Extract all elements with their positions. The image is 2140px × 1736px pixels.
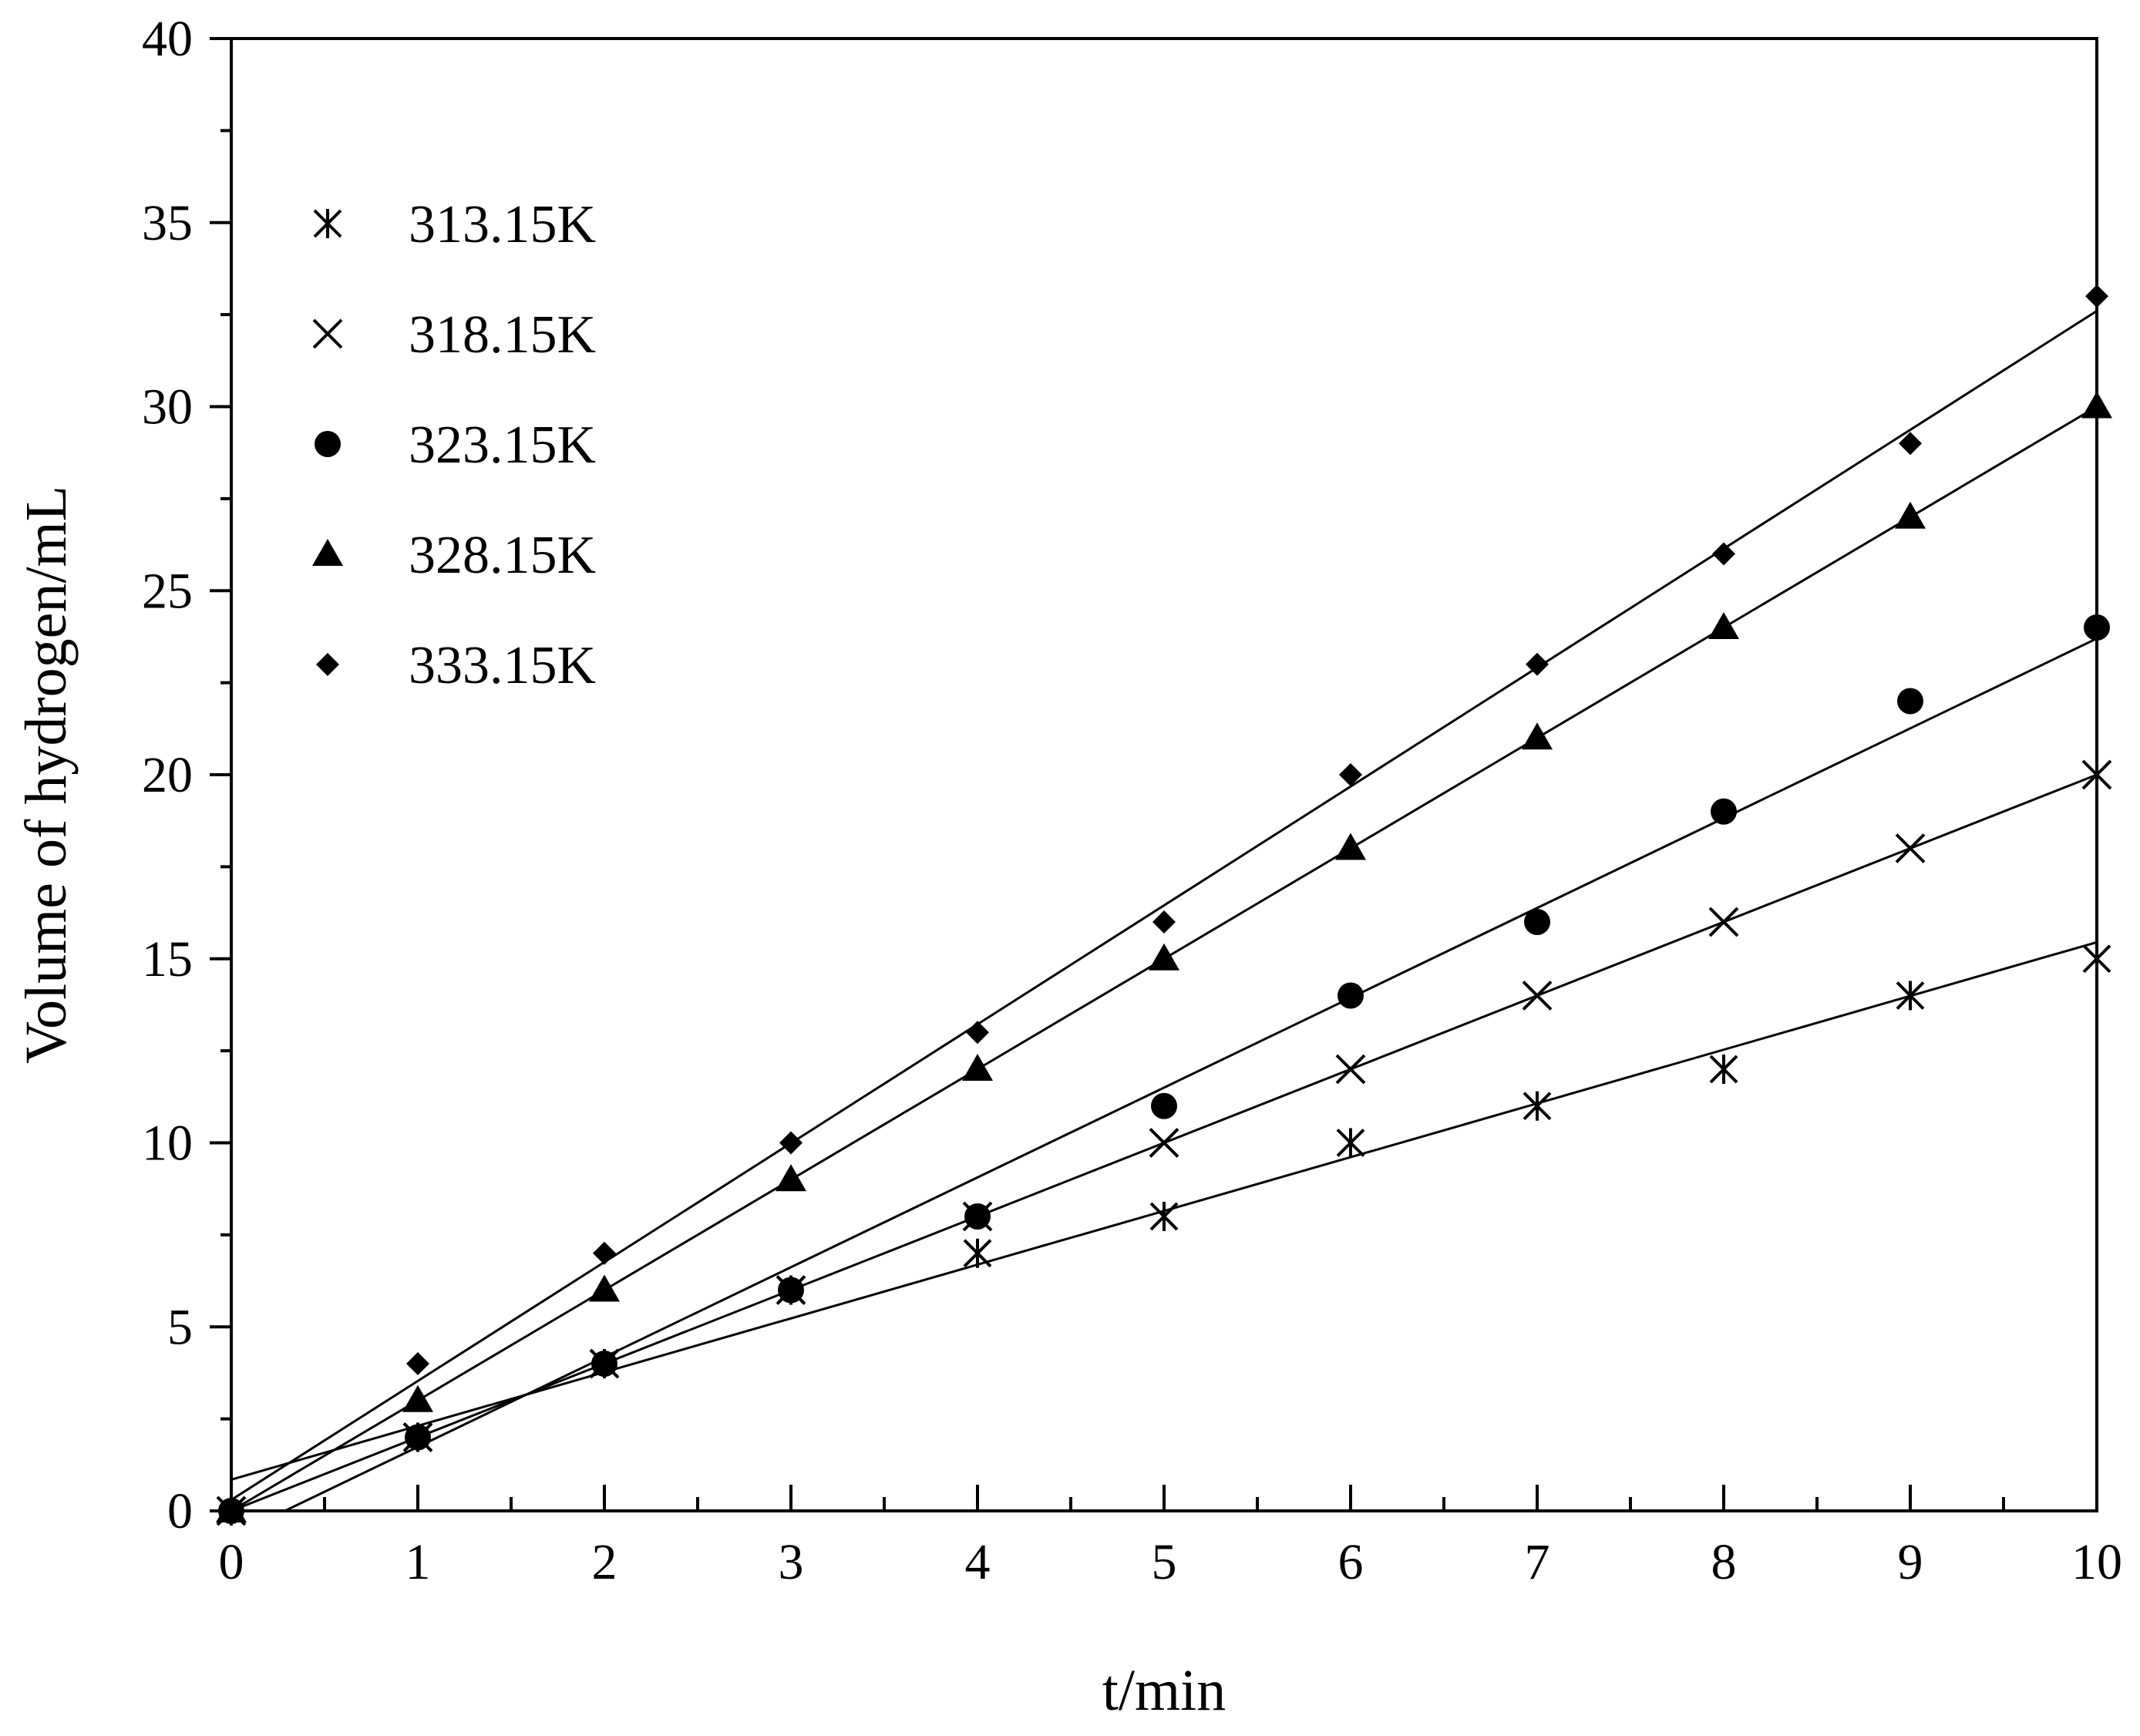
x-axis-label: t/min xyxy=(1102,1658,1226,1723)
y-tick-label: 0 xyxy=(167,1483,193,1539)
data-point xyxy=(1711,798,1737,825)
x-tick-label: 4 xyxy=(965,1534,991,1590)
data-point xyxy=(1523,1091,1552,1121)
legend-label: 328.15K xyxy=(409,526,596,585)
data-point xyxy=(2082,944,2111,974)
data-point xyxy=(1708,612,1739,639)
legend-marker xyxy=(312,539,343,566)
data-point xyxy=(962,1054,993,1081)
y-tick-label: 30 xyxy=(142,379,193,436)
y-axis-label: Volume of hydrogen/mL xyxy=(14,486,79,1064)
data-point xyxy=(1149,1128,1179,1158)
data-point xyxy=(1335,1054,1366,1085)
x-tick-label: 10 xyxy=(2071,1534,2122,1590)
x-tick-label: 6 xyxy=(1338,1534,1364,1590)
data-point xyxy=(2081,391,2112,419)
plot-frame xyxy=(230,37,2098,1512)
y-tick-label: 40 xyxy=(142,11,193,67)
x-tick-label: 8 xyxy=(1711,1534,1737,1590)
data-point xyxy=(1895,833,1926,863)
data-point xyxy=(589,1274,620,1302)
legend-label: 323.15K xyxy=(409,415,596,475)
legend-marker xyxy=(312,318,343,349)
data-point xyxy=(1712,542,1735,566)
y-tick-label: 5 xyxy=(167,1299,193,1355)
data-point xyxy=(2085,284,2108,308)
y-tick-label: 10 xyxy=(142,1115,193,1172)
legend: 313.15K 318.15K 323.15K 328.15K 333.15K xyxy=(312,195,596,695)
data-point xyxy=(1149,943,1179,971)
y-tick-label: 25 xyxy=(142,563,193,619)
data-point xyxy=(964,1203,991,1230)
legend-label: 333.15K xyxy=(409,636,596,695)
y-tick-label: 20 xyxy=(142,747,193,803)
data-point xyxy=(220,1499,243,1522)
data-point xyxy=(1522,722,1553,750)
data-point xyxy=(1524,909,1550,935)
legend-label: 313.15K xyxy=(409,195,596,254)
data-point xyxy=(406,1352,429,1375)
data-point xyxy=(779,1131,802,1155)
data-point xyxy=(405,1424,431,1451)
data-point xyxy=(1338,982,1364,1009)
axis-ticks: 0 1 2 3 4 5 6 7 8 9 10 0 5 10 15 20 25 30 35 40 xyxy=(142,11,2122,1590)
data-point xyxy=(1526,652,1549,676)
data-point xyxy=(1522,981,1553,1011)
x-tick-label: 7 xyxy=(1525,1534,1550,1590)
data-point xyxy=(963,1238,992,1268)
data-point xyxy=(1896,981,1925,1011)
data-point xyxy=(1899,432,1922,456)
x-tick-label: 1 xyxy=(405,1534,431,1590)
legend-marker xyxy=(316,653,339,676)
data-point xyxy=(1708,907,1739,937)
data-point xyxy=(591,1351,617,1377)
x-tick-label: 5 xyxy=(1152,1534,1177,1590)
fit-line xyxy=(230,310,2098,1501)
data-point xyxy=(1895,501,1926,529)
data-point xyxy=(966,1021,989,1045)
data-point xyxy=(1335,833,1366,860)
y-tick-label: 15 xyxy=(142,931,193,987)
legend-label: 318.15K xyxy=(409,305,596,365)
legend-marker xyxy=(313,209,342,238)
data-point xyxy=(776,1164,806,1192)
data-point xyxy=(778,1277,804,1304)
data-point xyxy=(593,1241,616,1265)
x-tick-label: 2 xyxy=(592,1534,617,1590)
data-point xyxy=(1336,1128,1365,1158)
data-point xyxy=(1339,763,1362,786)
x-tick-label: 0 xyxy=(219,1534,244,1590)
data-point xyxy=(2081,759,2112,790)
data-point xyxy=(1152,910,1176,934)
data-point xyxy=(1897,688,1923,715)
x-tick-label: 9 xyxy=(1898,1534,1923,1590)
fit-line xyxy=(284,637,2098,1512)
y-tick-label: 35 xyxy=(142,195,193,251)
data-point xyxy=(1151,1092,1177,1119)
data-point xyxy=(1709,1055,1738,1084)
data-point xyxy=(2084,614,2110,641)
data-point xyxy=(402,1384,433,1412)
legend-marker xyxy=(315,431,341,457)
axes xyxy=(230,37,2098,1512)
data-point xyxy=(1149,1202,1179,1231)
x-tick-label: 3 xyxy=(779,1534,804,1590)
data-markers xyxy=(216,284,2112,1526)
